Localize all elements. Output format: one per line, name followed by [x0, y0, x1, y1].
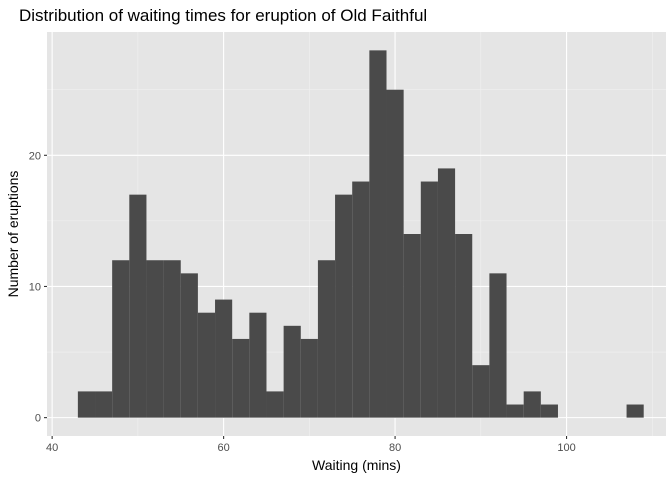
histogram-bar	[232, 338, 250, 418]
histogram-bars	[77, 50, 644, 418]
x-tick-label: 80	[389, 442, 401, 454]
histogram-bar	[180, 273, 198, 418]
y-axis: 0 10 20	[29, 150, 47, 425]
histogram-bar	[129, 194, 147, 418]
histogram-bar	[369, 50, 387, 418]
histogram-bar	[249, 312, 267, 418]
x-tick-label: 40	[46, 442, 58, 454]
histogram-bar	[523, 391, 541, 418]
histogram-bar	[455, 234, 473, 418]
histogram-bar	[266, 391, 284, 418]
histogram-bar	[163, 260, 181, 418]
histogram-bar	[146, 260, 164, 418]
y-axis-title: Number of eruptions	[5, 171, 21, 298]
histogram-bar	[215, 299, 233, 418]
histogram-bar	[489, 273, 507, 418]
x-tick-label: 60	[217, 442, 229, 454]
histogram-bar	[112, 260, 130, 418]
histogram-bar	[403, 234, 421, 418]
histogram-bar	[472, 365, 490, 418]
y-tick-label: 0	[35, 413, 41, 425]
x-tick-label: 100	[557, 442, 575, 454]
chart-title: Distribution of waiting times for erupti…	[19, 6, 427, 25]
histogram-bar	[283, 325, 301, 418]
histogram-bar	[335, 194, 353, 418]
histogram-bar	[352, 181, 370, 418]
histogram-bar	[77, 391, 96, 418]
y-tick-label: 10	[29, 281, 41, 293]
histogram-bar	[386, 89, 404, 418]
histogram-bar	[420, 181, 438, 418]
histogram-bar	[437, 168, 456, 418]
histogram-bar	[626, 404, 644, 418]
x-axis-title: Waiting (mins)	[312, 457, 401, 473]
y-tick-label: 20	[29, 150, 41, 162]
histogram-bar	[95, 391, 113, 418]
histogram-bar	[197, 312, 216, 418]
histogram-bar	[317, 260, 336, 418]
histogram-bar	[300, 338, 318, 418]
histogram-bar	[506, 404, 524, 418]
x-axis: 40 60 80 100	[46, 436, 576, 454]
histogram-bar	[540, 404, 558, 418]
